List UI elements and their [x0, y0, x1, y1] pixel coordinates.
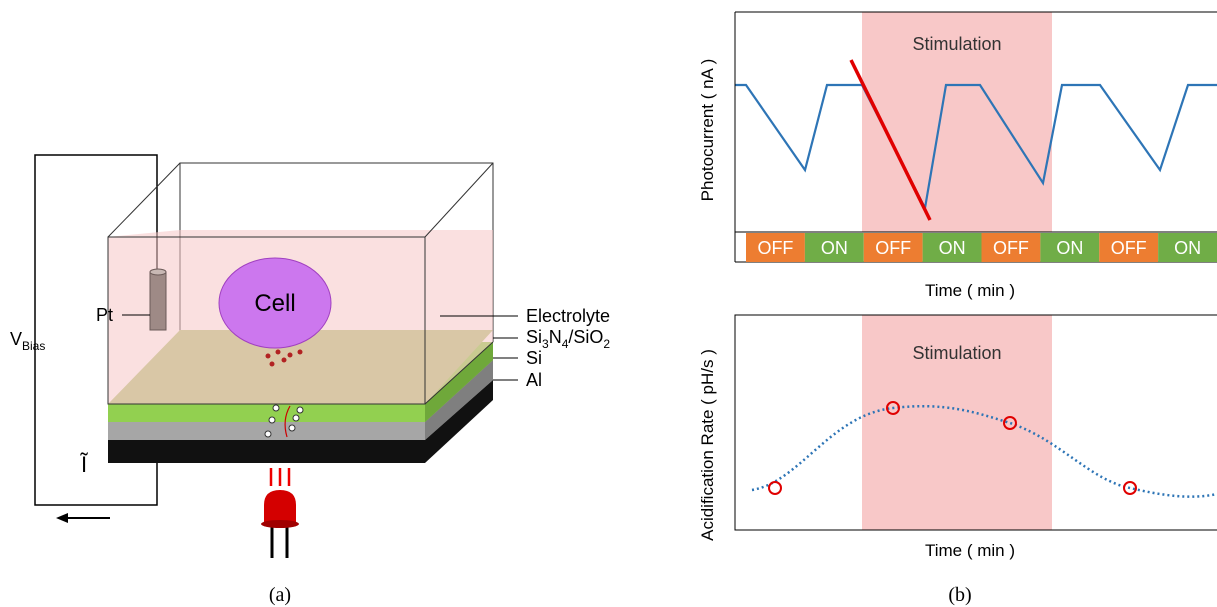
- arrow-head: [56, 513, 68, 523]
- state-label: OFF: [875, 238, 911, 258]
- y-axis-label: Photocurrent ( nA ): [698, 59, 717, 202]
- pt-label: Pt: [96, 305, 113, 325]
- led: [264, 490, 296, 524]
- device-diagram: Cell Pt VBias Ĩ Electrolyte Si3N4/SiO2 S…: [10, 155, 610, 606]
- band-label: Stimulation: [912, 343, 1001, 363]
- cell-label: Cell: [254, 290, 295, 317]
- formula-sub: 2: [603, 337, 610, 351]
- pt-top: [150, 269, 166, 275]
- figure: Cell Pt VBias Ĩ Electrolyte Si3N4/SiO2 S…: [0, 0, 1217, 607]
- state-label: ON: [821, 238, 848, 258]
- caption-b: (b): [948, 584, 971, 606]
- x-axis-label: Time ( min ): [925, 281, 1015, 300]
- state-label: ON: [1056, 238, 1083, 258]
- state-label: OFF: [757, 238, 793, 258]
- box-edge: [425, 163, 493, 237]
- v-bias-label: VBias: [10, 329, 45, 353]
- y-axis-label: Acidification Rate ( pH/s ): [698, 349, 717, 541]
- v-bias-sub: Bias: [22, 339, 45, 353]
- v-bias-main: V: [10, 329, 22, 349]
- formula-part: N: [549, 327, 562, 347]
- light-rays: [271, 468, 289, 486]
- current-label: Ĩ: [80, 452, 88, 477]
- led-base: [261, 520, 299, 528]
- electrolyte-label: Electrolyte: [526, 306, 610, 326]
- state-label: ON: [1174, 238, 1201, 258]
- al-label: Al: [526, 370, 542, 390]
- state-label: ON: [939, 238, 966, 258]
- formula-part: Si: [526, 327, 542, 347]
- state-label: OFF: [993, 238, 1029, 258]
- x-axis-label: Time ( min ): [925, 541, 1015, 560]
- state-label: OFF: [1111, 238, 1147, 258]
- si-label: Si: [526, 348, 542, 368]
- formula-part: /SiO: [568, 327, 603, 347]
- pt-electrode: [150, 272, 166, 330]
- photocurrent-chart: Stimulation Photocurrent ( nA ) Time ( m…: [698, 12, 1217, 300]
- caption-a: (a): [269, 584, 291, 606]
- band-label: Stimulation: [912, 34, 1001, 54]
- box-edge: [108, 163, 180, 237]
- acidification-chart: Stimulation Acidification Rate ( pH/s ) …: [698, 315, 1217, 606]
